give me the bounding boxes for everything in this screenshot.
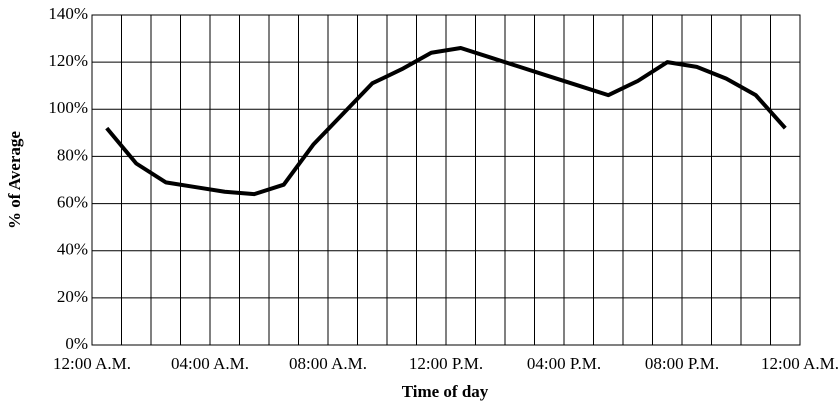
- y-tick-label: 0%: [65, 334, 88, 353]
- x-tick-label: 04:00 A.M.: [171, 354, 249, 373]
- plot-frame: [91, 14, 801, 346]
- y-tick-label: 100%: [48, 98, 88, 117]
- x-axis-label: Time of day: [402, 382, 489, 401]
- y-axis-label: % of Average: [5, 131, 24, 229]
- x-tick-label: 12:00 P.M.: [409, 354, 483, 373]
- x-tick-label: 12:00 A.M.: [761, 354, 838, 373]
- y-tick-label: 140%: [48, 4, 88, 23]
- x-tick-label: 12:00 A.M.: [53, 354, 131, 373]
- y-tick-label: 60%: [57, 192, 88, 211]
- y-tick-label: 20%: [57, 287, 88, 306]
- y-tick-label: 120%: [48, 51, 88, 70]
- x-tick-label: 04:00 P.M.: [527, 354, 601, 373]
- y-tick-label: 40%: [57, 240, 88, 259]
- y-tick-label: 80%: [57, 145, 88, 164]
- data-line: [105, 46, 787, 197]
- x-tick-label: 08:00 P.M.: [645, 354, 719, 373]
- x-tick-label: 08:00 A.M.: [289, 354, 367, 373]
